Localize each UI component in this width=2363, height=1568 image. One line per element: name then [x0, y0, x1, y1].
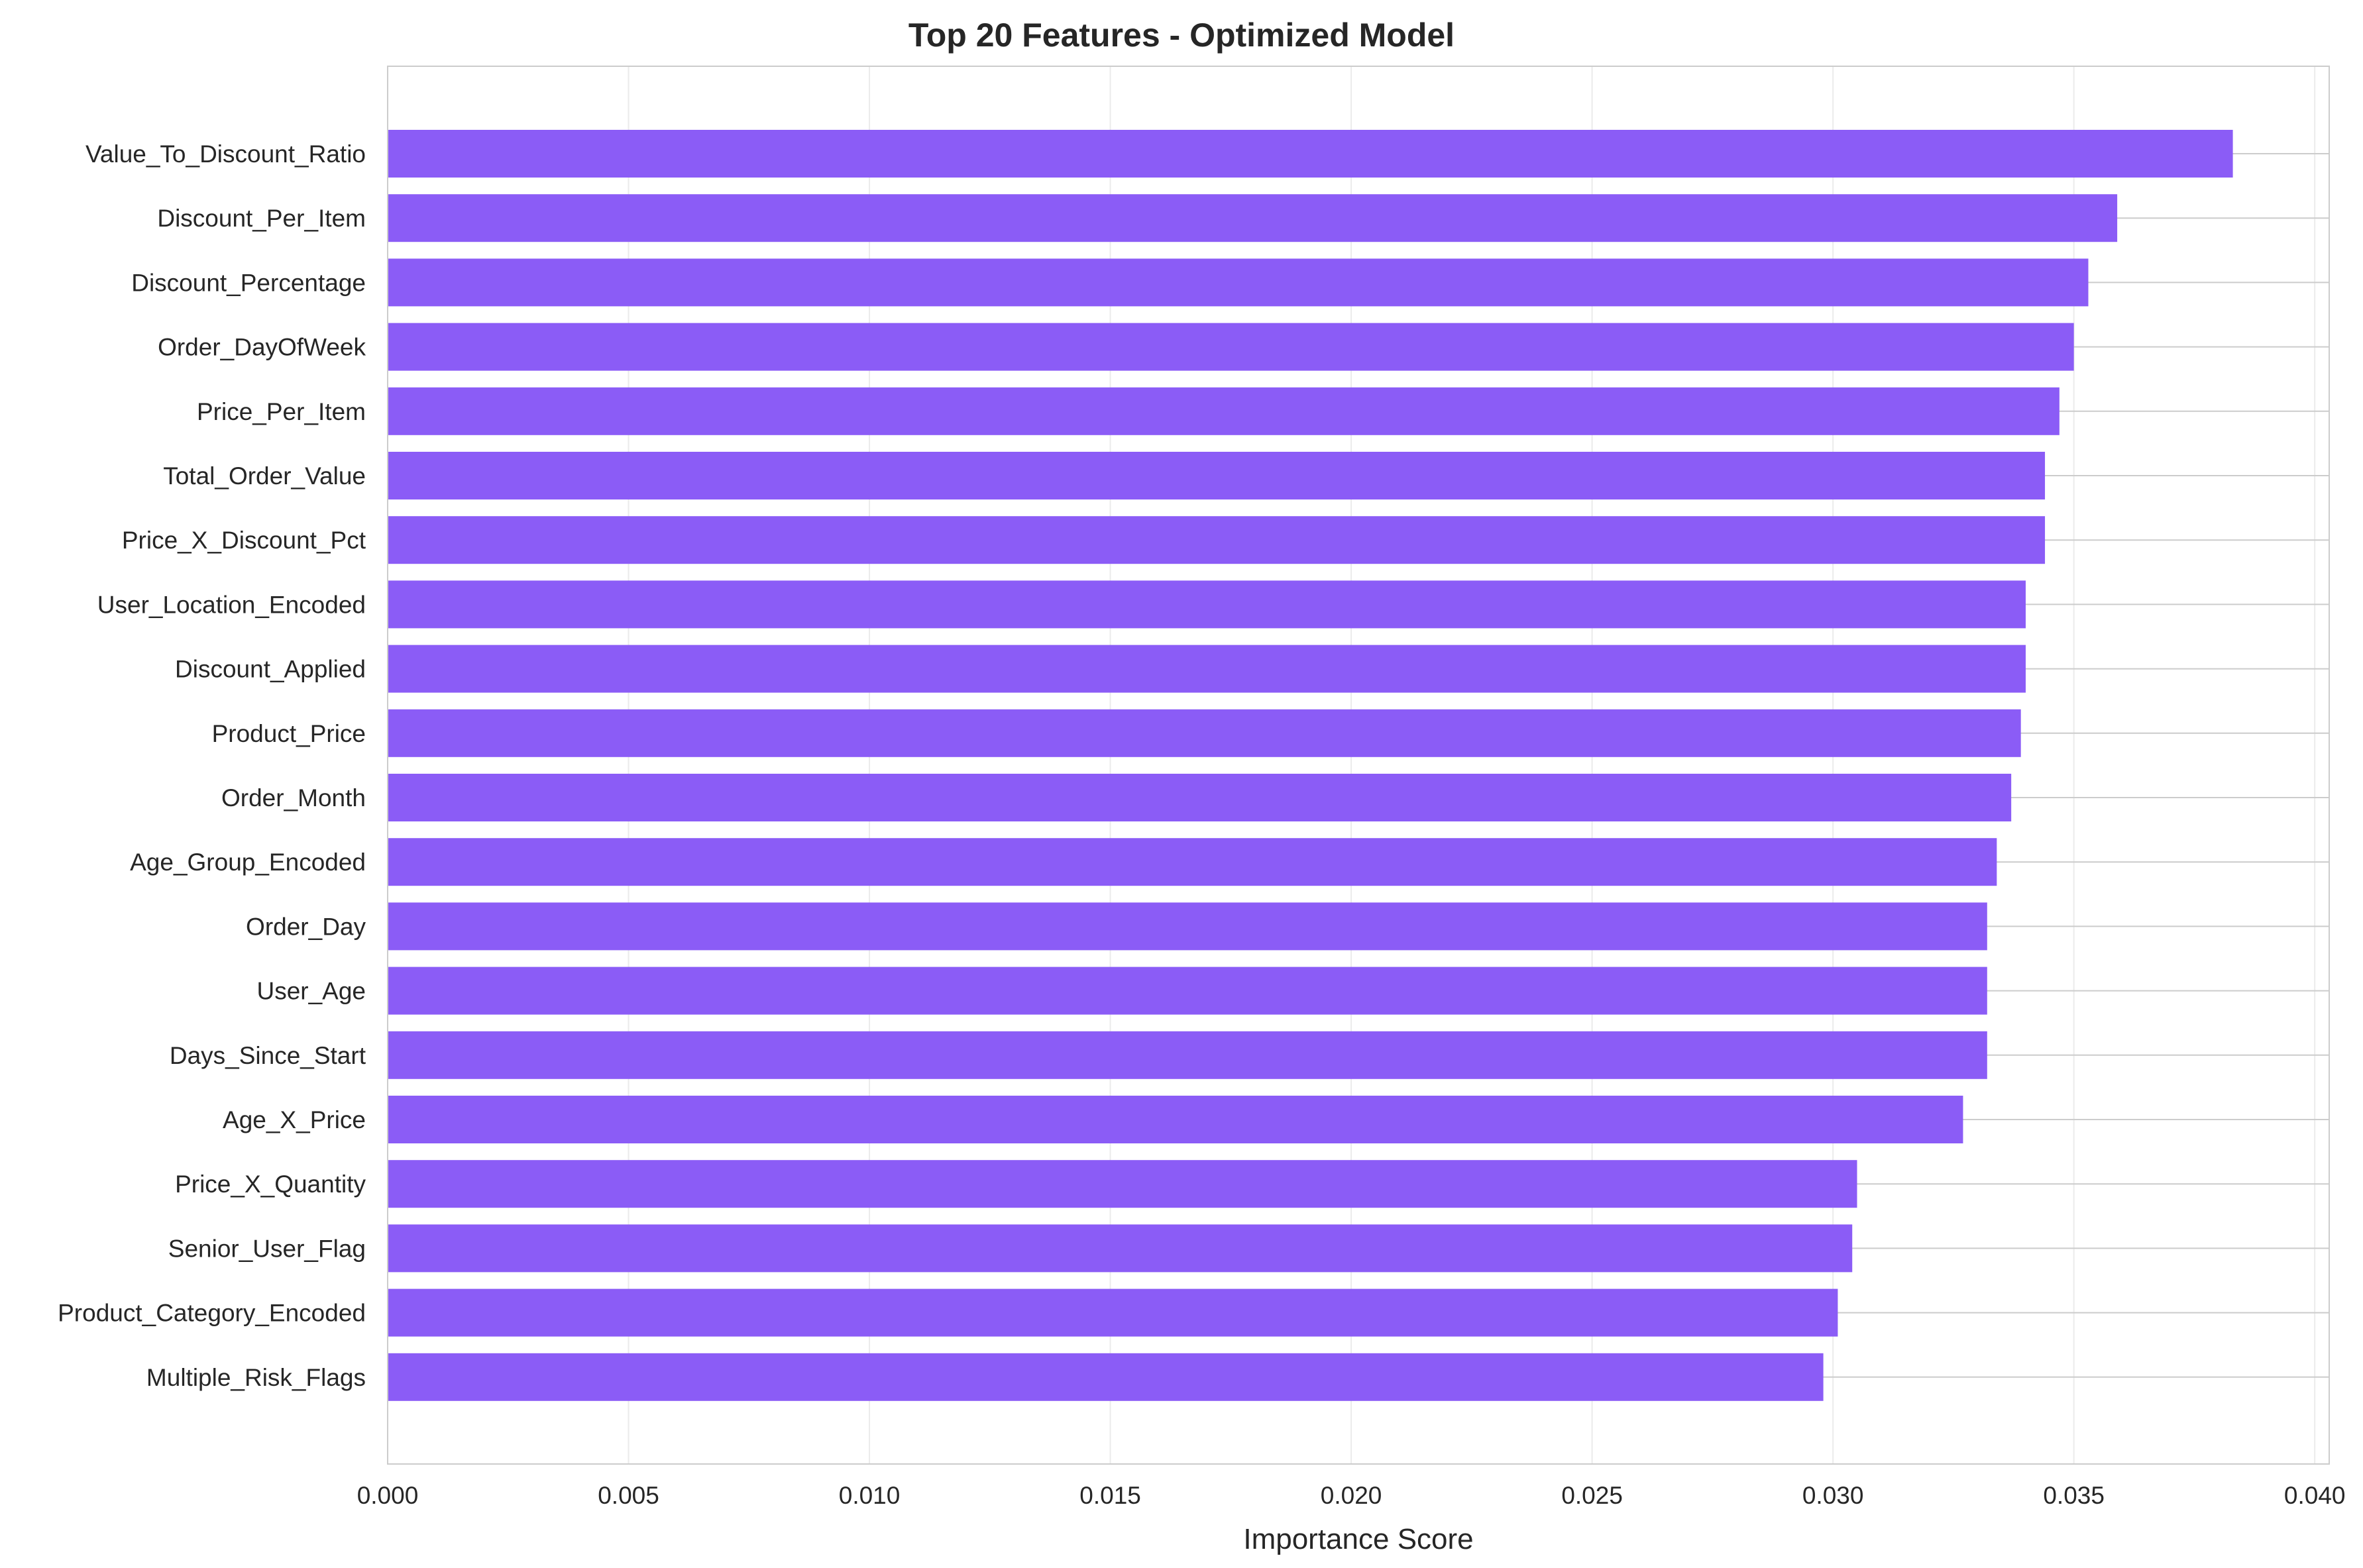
y-tick-label: Order_Month — [221, 784, 366, 811]
bar — [388, 902, 1987, 951]
x-tick-label: 0.040 — [2284, 1482, 2346, 1509]
y-tick-label: Price_X_Quantity — [175, 1171, 366, 1198]
y-tick-label: Order_DayOfWeek — [158, 334, 366, 361]
y-tick-label: Age_Group_Encoded — [130, 849, 366, 876]
bar — [388, 1160, 1857, 1208]
bar — [388, 838, 1997, 886]
y-tick-label: Value_To_Discount_Ratio — [85, 140, 366, 168]
x-tick-label: 0.015 — [1079, 1482, 1141, 1509]
plot-area-frame — [387, 66, 2330, 1465]
y-tick-label: Senior_User_Flag — [168, 1235, 366, 1262]
y-tick-label: User_Location_Encoded — [97, 591, 366, 618]
bar — [388, 1353, 1824, 1401]
bar — [388, 452, 2046, 499]
x-axis-label: Importance Score — [1243, 1523, 1473, 1555]
y-tick-label: Discount_Percentage — [131, 269, 366, 296]
chart-title: Top 20 Features - Optimized Model — [908, 17, 1455, 54]
y-tick-label: Discount_Per_Item — [157, 205, 366, 232]
y-tick-label: Product_Price — [212, 720, 366, 747]
bar — [388, 194, 2118, 242]
x-tick-label: 0.000 — [357, 1482, 419, 1509]
bar — [388, 645, 2026, 693]
y-tick-label: Multiple_Risk_Flags — [146, 1364, 366, 1391]
y-tick-label: Discount_Applied — [175, 656, 366, 683]
y-axis-ticks: Value_To_Discount_Ratio Discount_Per_Item… — [58, 140, 366, 1391]
x-tick-label: 0.035 — [2043, 1482, 2105, 1509]
bar — [388, 387, 2060, 435]
x-axis-ticks: 0.000 0.005 0.010 0.015 0.020 0.025 0.030 0.035… — [357, 1482, 2346, 1509]
y-tick-label: Product_Category_Encoded — [58, 1300, 366, 1327]
x-tick-label: 0.010 — [839, 1482, 901, 1509]
bar — [388, 774, 2012, 821]
bar — [388, 709, 2021, 757]
bar — [388, 1224, 1853, 1273]
y-tick-label: Days_Since_Start — [170, 1042, 366, 1069]
bar — [388, 516, 2046, 564]
x-tick-label: 0.020 — [1321, 1482, 1382, 1509]
y-tick-label: Age_X_Price — [223, 1106, 366, 1133]
x-tick-label: 0.030 — [1802, 1482, 1864, 1509]
bar — [388, 580, 2026, 629]
bar — [388, 130, 2233, 178]
x-tick-label: 0.025 — [1561, 1482, 1623, 1509]
bar — [388, 1031, 1987, 1079]
y-tick-label: Price_Per_Item — [197, 398, 366, 425]
bar — [388, 967, 1987, 1015]
x-tick-label: 0.005 — [598, 1482, 659, 1509]
y-tick-label: Total_Order_Value — [163, 462, 366, 490]
bar — [388, 1288, 1838, 1337]
bar — [388, 323, 2074, 371]
bar — [388, 1096, 1963, 1143]
y-tick-label: Order_Day — [246, 913, 366, 940]
y-tick-label: Price_X_Discount_Pct — [122, 527, 366, 554]
y-tick-label: User_Age — [256, 978, 366, 1005]
bar — [388, 258, 2089, 307]
bar-layer — [388, 130, 2233, 1401]
